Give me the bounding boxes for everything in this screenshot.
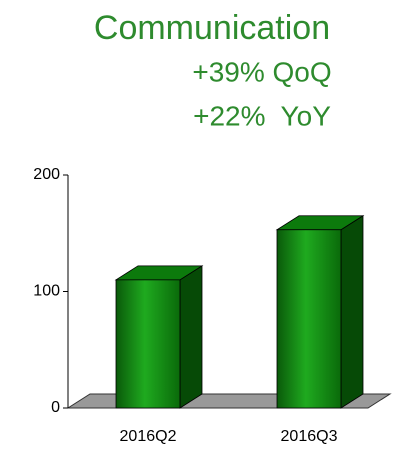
bar-side [179, 265, 203, 409]
x-tick-label: 2016Q3 [281, 428, 338, 445]
y-tick-label: 100 [33, 283, 60, 300]
y-tick-label: 0 [51, 399, 60, 416]
y-tick-label: 200 [33, 166, 60, 183]
bar [115, 279, 181, 409]
subtitle: +22% YoY [193, 100, 331, 131]
bar-side [340, 215, 364, 409]
x-tick-label: 2016Q2 [120, 428, 177, 445]
chart-title: Communication [94, 9, 330, 47]
subtitle: +39% QoQ [192, 56, 331, 87]
bar [276, 229, 342, 409]
